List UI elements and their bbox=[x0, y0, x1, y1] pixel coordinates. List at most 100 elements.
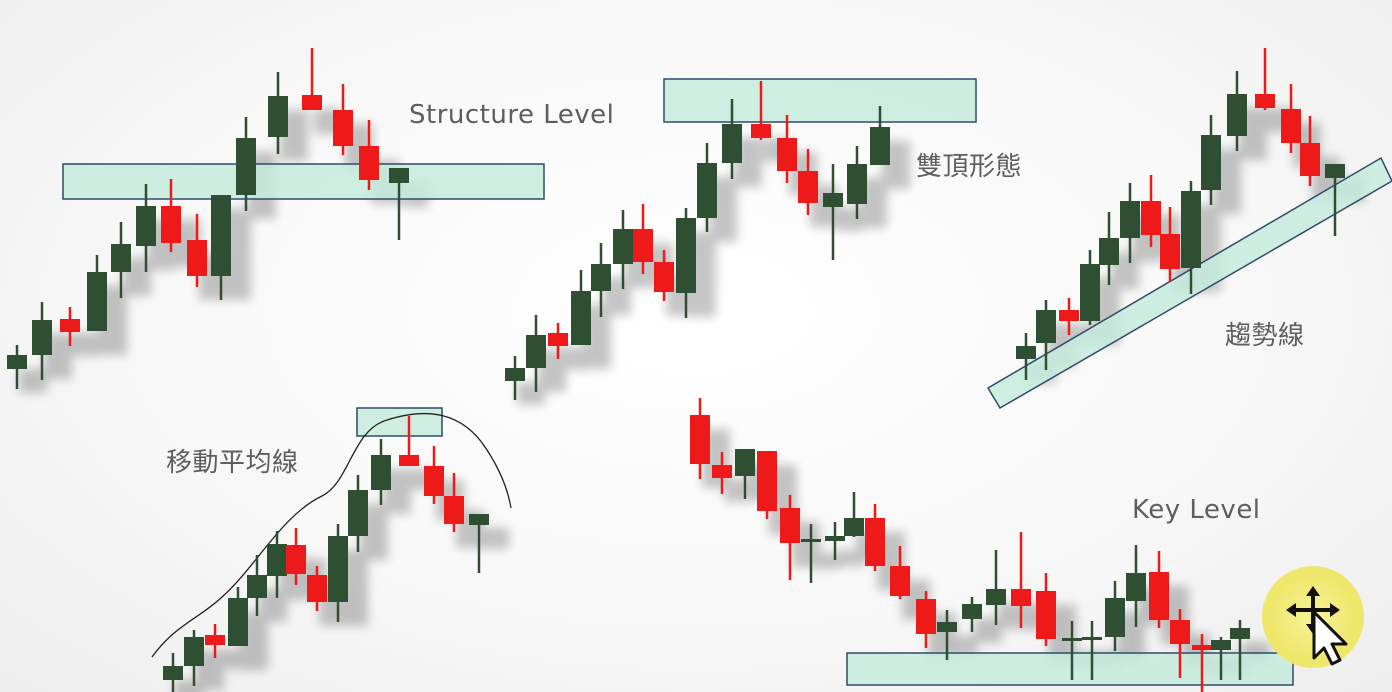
candle-body bbox=[1160, 234, 1180, 269]
structure-level-zone bbox=[62, 163, 545, 200]
trend-candle-10 bbox=[1201, 115, 1221, 205]
trend-candle-8 bbox=[1160, 207, 1180, 282]
double-top-candle-11 bbox=[722, 99, 742, 179]
moving-average-candle-11 bbox=[371, 439, 391, 505]
key-level-candle-16 bbox=[1036, 573, 1056, 646]
key-level-candle-9 bbox=[865, 504, 885, 571]
candle-body bbox=[205, 635, 225, 645]
candle-body bbox=[268, 96, 288, 137]
key-level-candle-5 bbox=[780, 495, 800, 580]
candle-body bbox=[163, 666, 183, 680]
structure-candle-9 bbox=[211, 195, 231, 300]
candle-body bbox=[302, 95, 322, 110]
structure-candle-13 bbox=[333, 84, 353, 155]
key-level-candle-3 bbox=[735, 449, 755, 499]
trend-candle-9 bbox=[1181, 181, 1201, 294]
trend-candle-1 bbox=[1016, 333, 1036, 380]
key-level-candle-12 bbox=[937, 610, 957, 660]
candle-body bbox=[307, 575, 327, 602]
candle-body bbox=[1105, 598, 1125, 637]
key-level-candle-13 bbox=[962, 597, 982, 632]
key-level-candle-2 bbox=[712, 452, 732, 494]
trend-candle-4 bbox=[1080, 250, 1100, 325]
move-cursor-icon bbox=[1262, 566, 1364, 668]
double-top-candle-15 bbox=[823, 164, 843, 260]
double-top-candle-3 bbox=[548, 323, 568, 359]
trend-candle-3 bbox=[1059, 298, 1079, 335]
double-top-candle-16 bbox=[847, 146, 867, 219]
key-level-candle-7 bbox=[825, 522, 845, 560]
candle-body bbox=[136, 206, 156, 246]
key-level-zone bbox=[846, 652, 1294, 686]
candle-body bbox=[633, 229, 653, 262]
candle-body bbox=[962, 604, 982, 619]
candle-body bbox=[1325, 164, 1345, 178]
trend-candle-13 bbox=[1281, 84, 1301, 153]
candle-body bbox=[890, 566, 910, 596]
moving-average-candle-13 bbox=[424, 446, 444, 504]
trend-candle-5 bbox=[1099, 212, 1119, 285]
candle-body bbox=[751, 124, 771, 138]
key-level-candle-24 bbox=[1211, 637, 1231, 680]
candle-body bbox=[1192, 645, 1212, 650]
double-top-candle-4 bbox=[571, 270, 591, 345]
trend-line-label: 趨勢線 bbox=[1225, 321, 1305, 351]
candle-body bbox=[676, 218, 696, 293]
trend-candle-14 bbox=[1300, 116, 1320, 186]
key-level-candle-1 bbox=[690, 398, 710, 479]
double-top-candle-12 bbox=[751, 81, 771, 140]
candle-body bbox=[690, 415, 710, 464]
moving-average-candle-7 bbox=[286, 528, 306, 585]
candle-body bbox=[847, 164, 867, 204]
candle-body bbox=[184, 637, 204, 666]
candle-body bbox=[571, 291, 591, 345]
candle-body bbox=[697, 163, 717, 218]
candle-body bbox=[1227, 94, 1247, 136]
candle-body bbox=[267, 544, 287, 576]
candle-body bbox=[780, 508, 800, 543]
moving-average-candle-1 bbox=[163, 653, 183, 692]
moving-average-peak-zone bbox=[356, 407, 443, 437]
candle-body bbox=[1201, 135, 1221, 190]
candle-body bbox=[187, 240, 207, 276]
key-level-candle-18 bbox=[1082, 621, 1102, 680]
double-top-zone bbox=[663, 78, 977, 123]
candle-body bbox=[111, 244, 131, 272]
candle-body bbox=[1099, 238, 1119, 265]
double-top-candle-10 bbox=[697, 143, 717, 232]
key-level-candle-8 bbox=[844, 492, 864, 537]
candle-body bbox=[1126, 573, 1146, 601]
structure-candle-15 bbox=[389, 168, 409, 240]
moving-average-candle-3 bbox=[205, 624, 225, 658]
moving-average-label: 移動平均線 bbox=[166, 448, 299, 478]
moving-average-candle-5 bbox=[247, 555, 267, 616]
structure-candle-14 bbox=[359, 120, 379, 190]
moving-average-curve bbox=[151, 412, 512, 658]
candle-body bbox=[505, 368, 525, 381]
candle-body bbox=[1211, 640, 1231, 650]
candle-body bbox=[399, 455, 419, 466]
candle-body bbox=[1170, 620, 1190, 644]
candle-body bbox=[798, 171, 818, 203]
double-top-candle-5 bbox=[591, 243, 611, 317]
double-top-candle-13 bbox=[777, 115, 797, 183]
key-level-candle-14 bbox=[986, 550, 1006, 625]
moving-average-candle-4 bbox=[228, 587, 248, 646]
structure-candle-5 bbox=[111, 222, 131, 298]
trend-candle-6 bbox=[1120, 183, 1140, 263]
candle-body bbox=[328, 536, 348, 602]
candle-body bbox=[1230, 628, 1250, 639]
structure-level-label: Structure Level bbox=[409, 100, 615, 130]
key-level-label: Key Level bbox=[1132, 495, 1261, 525]
moving-average-candle-12 bbox=[399, 416, 419, 466]
candle-body bbox=[371, 455, 391, 490]
key-level-candle-10 bbox=[890, 546, 910, 599]
candle-body bbox=[823, 193, 843, 207]
structure-candle-4 bbox=[87, 255, 107, 331]
candle-body bbox=[1120, 201, 1140, 238]
key-level-candle-17 bbox=[1062, 621, 1082, 680]
key-level-candle-21 bbox=[1149, 551, 1169, 628]
moving-average-candle-14 bbox=[444, 473, 464, 532]
key-level-candle-11 bbox=[916, 591, 936, 648]
